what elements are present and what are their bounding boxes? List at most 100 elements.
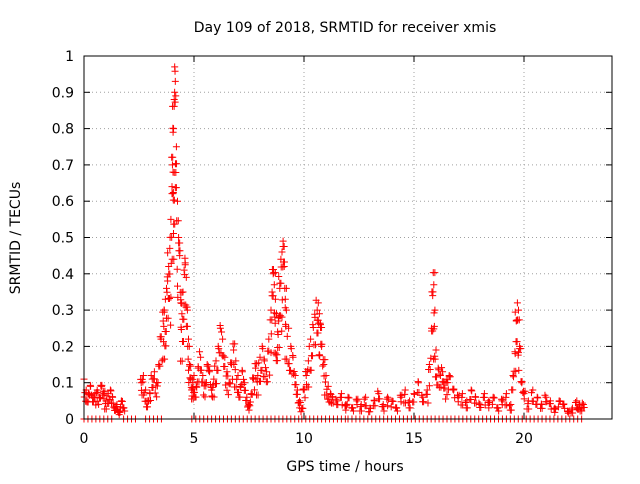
data-point [161, 355, 169, 363]
data-point [178, 338, 186, 345]
data-point [527, 389, 535, 397]
data-point [111, 406, 119, 414]
data-point [410, 390, 418, 398]
data-point [194, 363, 202, 371]
data-point [276, 279, 284, 287]
data-point [169, 188, 177, 196]
data-point [103, 392, 111, 400]
data-point [222, 381, 230, 389]
data-point [458, 393, 466, 401]
data-point [510, 373, 518, 381]
data-point [431, 269, 439, 277]
data-point [215, 345, 223, 353]
data-point [252, 375, 260, 383]
data-point [424, 399, 432, 407]
data-point [200, 391, 208, 399]
data-point [139, 378, 147, 386]
data-point [212, 357, 220, 365]
data-point [307, 352, 315, 360]
data-point [150, 368, 158, 376]
data-point [86, 381, 94, 389]
data-point [272, 351, 280, 359]
data-point [175, 239, 183, 247]
data-point [230, 346, 238, 354]
data-point [291, 371, 299, 379]
data-point [164, 249, 172, 257]
data-point [502, 393, 510, 401]
data-point [516, 345, 524, 353]
data-point [108, 393, 116, 401]
data-point [137, 379, 145, 387]
data-point [285, 366, 293, 374]
data-point [188, 384, 196, 392]
data-point [260, 355, 268, 363]
data-point [301, 394, 309, 402]
data-point [182, 322, 190, 330]
data-point [282, 322, 290, 330]
data-point [240, 386, 248, 394]
data-point [291, 381, 299, 389]
data-point [246, 398, 254, 406]
data-point [147, 396, 155, 404]
data-point [287, 345, 295, 353]
data-point [177, 296, 185, 304]
data-point [178, 357, 186, 365]
data-point [149, 375, 157, 383]
data-point [405, 404, 413, 412]
data-point [227, 359, 235, 367]
data-point [117, 397, 125, 405]
data-point [312, 296, 320, 304]
data-point [174, 217, 182, 225]
data-point [479, 393, 487, 401]
data-point [167, 215, 175, 223]
data-point [321, 378, 329, 386]
data-point [271, 319, 279, 327]
data-point [198, 378, 206, 386]
data-point [205, 366, 213, 374]
data-point [151, 389, 159, 397]
data-point [246, 402, 254, 410]
y-tick-label: 0.6 [52, 194, 74, 210]
data-point [181, 261, 189, 269]
data-point [458, 390, 466, 398]
data-point [414, 378, 422, 386]
data-point [210, 375, 218, 383]
data-point [320, 372, 328, 380]
data-point [449, 385, 457, 393]
data-point [224, 391, 232, 399]
data-point [466, 396, 474, 404]
data-point [320, 361, 328, 369]
data-point [170, 255, 178, 263]
data-point [309, 323, 317, 331]
data-point [471, 393, 479, 401]
data-point [171, 77, 179, 85]
data-point [211, 362, 219, 370]
data-point [324, 382, 332, 390]
data-point [313, 316, 321, 324]
data-point [357, 407, 365, 415]
data-point [578, 399, 586, 407]
data-point [475, 399, 483, 407]
data-point [419, 398, 427, 406]
data-point [256, 353, 264, 361]
data-point [442, 395, 450, 403]
data-point [268, 265, 276, 273]
data-point [542, 398, 550, 406]
data-point [172, 169, 180, 177]
data-point [317, 340, 325, 348]
data-point [513, 299, 521, 307]
data-point [463, 397, 471, 405]
data-point [485, 397, 493, 405]
x-tick-label: 5 [190, 431, 199, 447]
data-point [571, 398, 579, 406]
data-point [313, 306, 321, 314]
data-point [254, 391, 262, 399]
data-point [202, 379, 210, 387]
data-point [426, 365, 434, 373]
data-point [569, 409, 577, 417]
data-point [336, 393, 344, 401]
data-point [160, 322, 168, 330]
data-point [534, 394, 542, 402]
data-point [305, 383, 313, 391]
